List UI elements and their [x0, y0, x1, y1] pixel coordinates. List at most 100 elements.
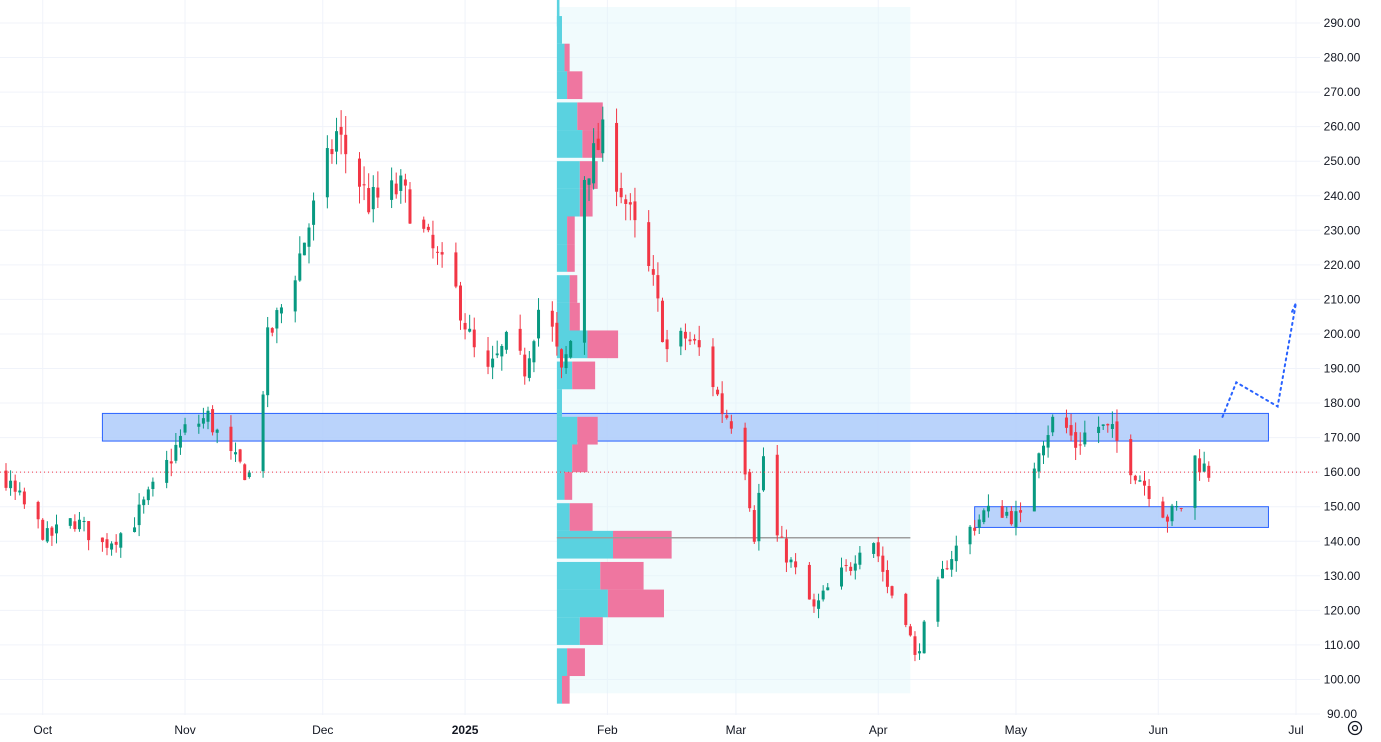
volume-profile-down-bar [569, 503, 593, 531]
candle-body [821, 590, 825, 600]
candle-body [881, 555, 885, 572]
volume-profile-down-bar [567, 244, 575, 272]
volume-profile-up-bar [556, 0, 560, 27]
candle-body [110, 543, 114, 550]
candle-body [729, 421, 733, 429]
price-axis-label: 150.00 [1324, 500, 1361, 514]
price-axis-label: 190.00 [1324, 362, 1361, 376]
candle-body [215, 429, 219, 433]
candle-body [918, 651, 922, 654]
candle-body [619, 188, 623, 198]
candle-body [77, 519, 81, 530]
volume-profile-up-bar [556, 275, 570, 303]
candle-body [229, 426, 233, 452]
volume-profile-up-bar [556, 389, 562, 417]
candle-body [693, 338, 697, 341]
volume-profile-down-bar [587, 330, 619, 359]
volume-profile-down-bar [569, 302, 580, 331]
price-axis[interactable]: 290.00 280.00 270.00 260.00 250.00 240.00 230.… [1324, 16, 1361, 721]
candle-body [261, 394, 265, 472]
volume-profile-up-bar [556, 361, 573, 390]
candle-body [537, 309, 541, 339]
candle-body [440, 252, 444, 255]
time-axis-label: May [1005, 723, 1028, 737]
candle-body [1083, 432, 1087, 445]
candle-body [817, 600, 821, 609]
time-axis-label: Oct [33, 723, 52, 737]
candle-body [436, 251, 440, 253]
candle-body [1143, 480, 1147, 486]
candle-body [1115, 421, 1119, 441]
candle-body [683, 331, 687, 339]
candle-body [950, 559, 954, 570]
volume-profile-down-bar [564, 472, 573, 500]
settings-gear-icon[interactable] [1346, 719, 1364, 737]
candle-body [1129, 439, 1133, 476]
candle-body [555, 322, 559, 347]
candle-body [651, 269, 655, 275]
candle-body [394, 183, 398, 195]
candle-body [41, 519, 45, 540]
candle-body [197, 423, 201, 427]
volume-profile-down-bar [567, 71, 583, 100]
price-axis-label: 210.00 [1324, 292, 1361, 306]
candle-body [1138, 480, 1142, 482]
price-axis-label: 140.00 [1324, 534, 1361, 548]
candle-body [720, 393, 724, 415]
candle-body [660, 300, 664, 343]
candle-body [523, 354, 527, 377]
candle-body [1161, 501, 1165, 518]
price-axis-label: 220.00 [1324, 258, 1361, 272]
candle-body [665, 339, 669, 350]
candle-body [390, 180, 394, 200]
candle-body [344, 134, 348, 155]
volume-profile-up-bar [556, 444, 573, 473]
candle-body [858, 552, 862, 565]
candle-body [711, 346, 715, 388]
candle-body [716, 389, 720, 395]
time-axis-label: Feb [597, 723, 618, 737]
candle-body [4, 470, 8, 488]
candle-body [307, 227, 311, 247]
time-axis[interactable]: Oct Nov Dec 2025 Feb Mar Apr May Jun Jul [33, 723, 1303, 737]
candle-body [408, 189, 412, 224]
candle-body [183, 424, 187, 433]
candle-body [587, 178, 591, 185]
candle-body [532, 341, 536, 363]
candle-body [564, 354, 568, 369]
candle-body [1147, 485, 1151, 500]
candle-body [596, 138, 600, 150]
candle-body [279, 307, 283, 314]
price-axis-label: 90.00 [1327, 707, 1357, 721]
candle-body [679, 330, 683, 347]
candle-body [169, 461, 173, 464]
volume-profile-up-bar [556, 102, 578, 131]
candle-body [73, 521, 77, 530]
volume-profile-up-bar [556, 503, 570, 531]
time-axis-label: Jun [1149, 723, 1168, 737]
candle-body [872, 543, 876, 554]
candle-body [87, 521, 91, 541]
price-axis-label: 290.00 [1324, 16, 1361, 30]
candle-body [376, 187, 380, 198]
volume-profile-up-bar [556, 188, 580, 217]
candle-body [491, 358, 495, 368]
candle-body [748, 472, 752, 509]
candle-body [757, 492, 761, 542]
volume-profile-down-bar [567, 648, 585, 677]
candle-body [1165, 516, 1169, 522]
candle-body [298, 253, 302, 281]
price-axis-label: 170.00 [1324, 431, 1361, 445]
candle-body [954, 545, 958, 562]
candle-body [1175, 506, 1179, 508]
candle-body [1005, 511, 1009, 516]
volume-profile-up-bar [556, 302, 570, 331]
candle-body [647, 222, 651, 266]
candle-body [472, 329, 476, 348]
candle-body [789, 559, 793, 563]
candle-body [312, 200, 316, 225]
candle-body [1014, 511, 1018, 528]
support-resistance-zone [974, 506, 1269, 528]
candle-body [761, 456, 765, 491]
